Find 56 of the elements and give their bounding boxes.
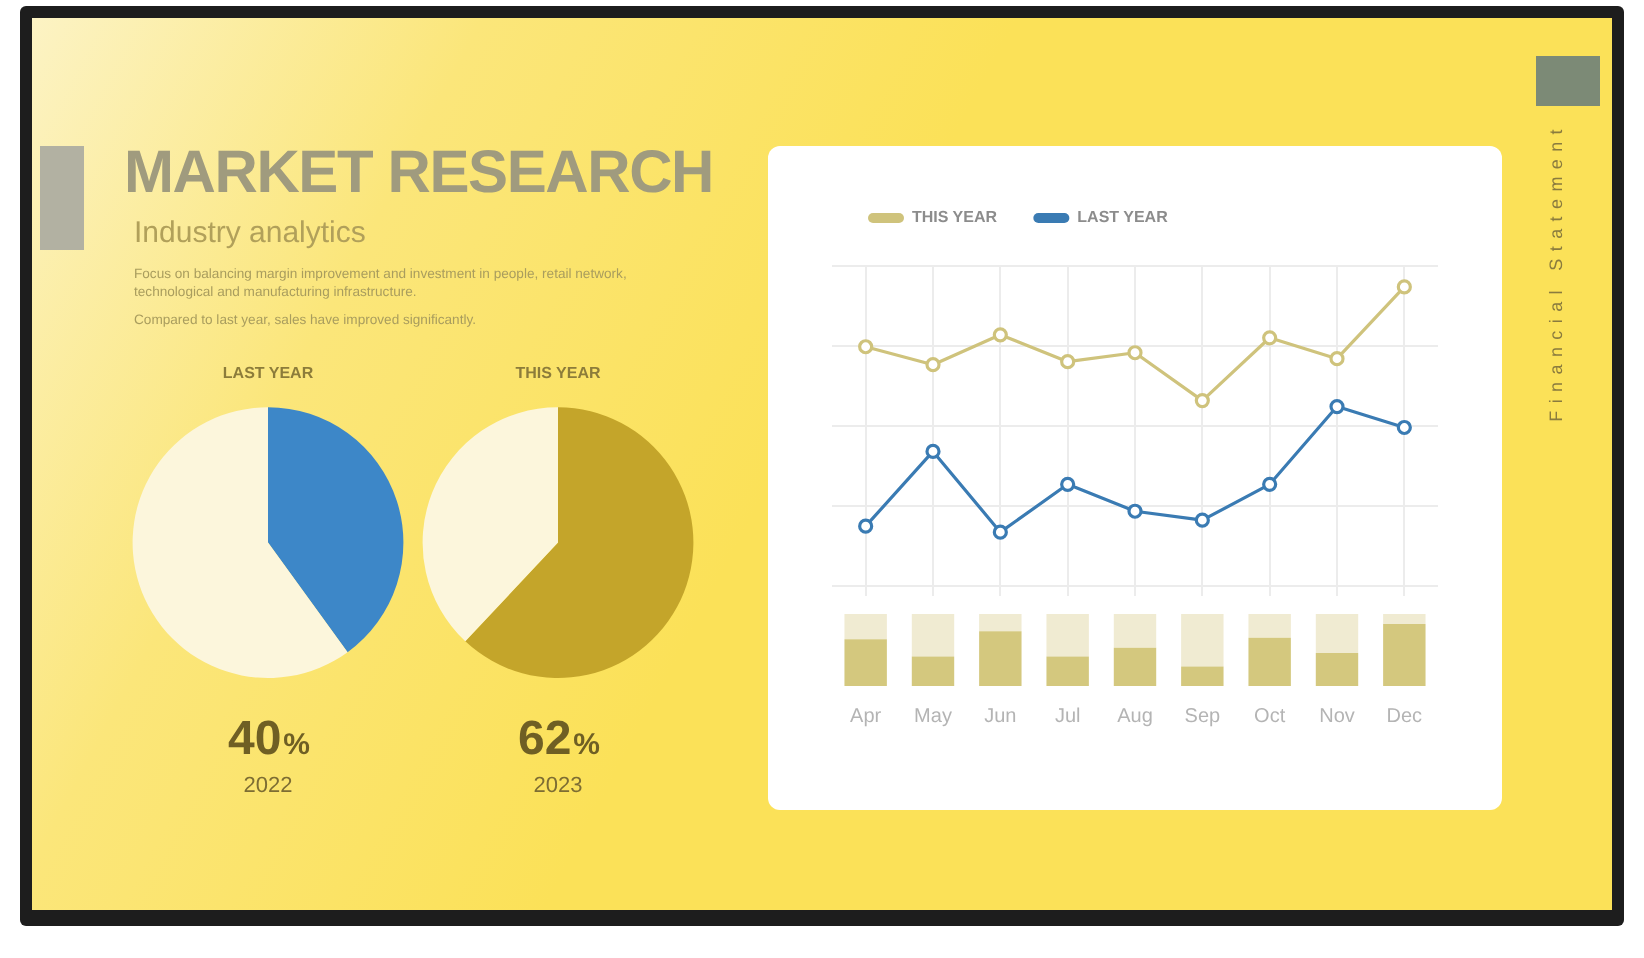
bar (1181, 614, 1224, 667)
bar (1248, 637, 1291, 686)
bar (1181, 666, 1224, 686)
text: 62% (517, 712, 601, 766)
bar (1315, 614, 1359, 653)
bar (1248, 614, 1291, 638)
point (1194, 512, 1210, 528)
text: 2023 (533, 774, 583, 798)
text: 2022 (243, 774, 293, 798)
legend-label: THIS YEAR (912, 208, 998, 227)
bar (1046, 614, 1089, 657)
x-tick-label: Aug (1117, 705, 1153, 728)
point (1329, 398, 1345, 415)
x-tick-label: Dec (1386, 705, 1423, 728)
x-tick-label: Jun (984, 705, 1017, 728)
bar (844, 614, 887, 640)
text: 40% (227, 712, 311, 766)
point (1396, 279, 1412, 295)
point (992, 327, 1008, 343)
point (858, 339, 874, 355)
point (1060, 476, 1076, 492)
point (1262, 476, 1278, 492)
point (1329, 351, 1345, 367)
bar (1046, 656, 1089, 686)
x-tick-label: Nov (1319, 705, 1355, 728)
point (992, 524, 1008, 540)
bar (979, 631, 1022, 686)
point (1127, 503, 1143, 519)
x-tick-label: May (914, 705, 952, 728)
bar (844, 639, 887, 686)
bar (911, 656, 955, 686)
text: Industry analytics (134, 216, 366, 252)
x-tick-label: Apr (850, 705, 883, 728)
point (1194, 392, 1210, 409)
bar (911, 614, 955, 657)
text: Financial Statement (1546, 122, 1566, 422)
point (858, 518, 874, 534)
chart-title: THIS YEAR (515, 364, 601, 383)
bar (1315, 652, 1359, 686)
bar (1113, 647, 1157, 686)
point (1127, 345, 1143, 361)
bar (1113, 614, 1157, 648)
text: MARKET RESEARCH (124, 140, 714, 208)
point (925, 357, 941, 373)
chart-title: LAST YEAR (222, 364, 314, 383)
point (1396, 419, 1412, 436)
legend-label: LAST YEAR (1077, 208, 1169, 227)
bar (1383, 624, 1426, 686)
point (1262, 330, 1278, 346)
point (925, 443, 941, 460)
x-tick-label: Oct (1254, 705, 1286, 728)
point (1060, 354, 1076, 370)
x-tick-label: Sep (1184, 705, 1221, 728)
x-tick-label: Jul (1054, 705, 1081, 728)
bar (1383, 614, 1426, 625)
bar (979, 614, 1022, 632)
